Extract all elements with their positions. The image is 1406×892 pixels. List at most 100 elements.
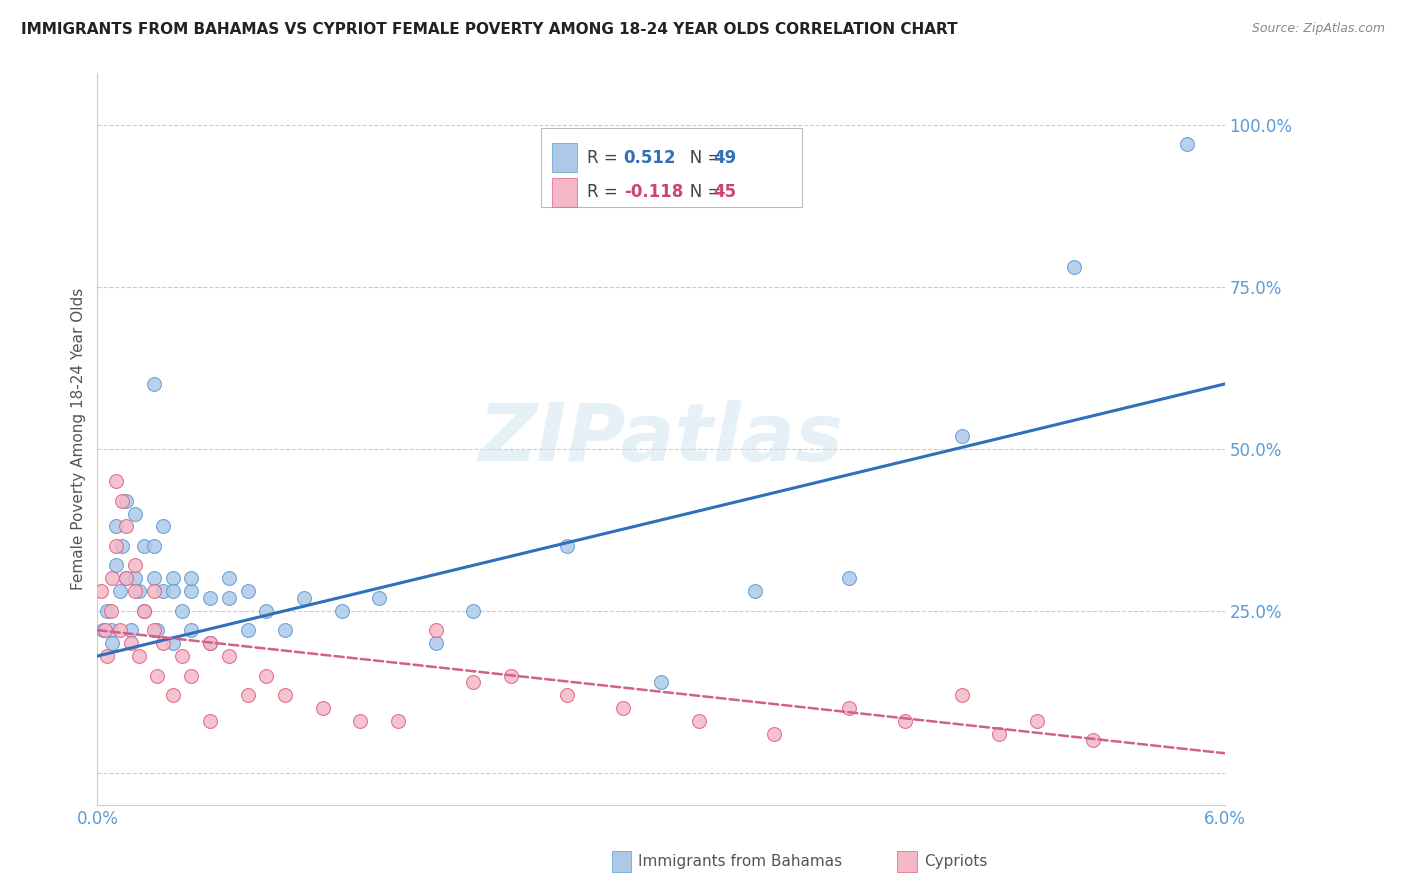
- Point: [124, 584, 146, 599]
- Point: [105, 519, 128, 533]
- Point: [96, 649, 118, 664]
- Point: [114, 571, 136, 585]
- Point: [170, 649, 193, 664]
- Point: [256, 668, 278, 682]
- Point: [170, 604, 193, 618]
- Point: [124, 558, 146, 573]
- Text: ZIPatlas: ZIPatlas: [478, 400, 844, 478]
- Point: [128, 649, 150, 664]
- Point: [162, 636, 184, 650]
- Point: [162, 584, 184, 599]
- Point: [198, 636, 221, 650]
- Text: IMMIGRANTS FROM BAHAMAS VS CYPRIOT FEMALE POVERTY AMONG 18-24 YEAR OLDS CORRELAT: IMMIGRANTS FROM BAHAMAS VS CYPRIOT FEMAL…: [21, 22, 957, 37]
- Point: [688, 714, 710, 728]
- Point: [1083, 733, 1105, 747]
- Point: [91, 623, 114, 637]
- Point: [612, 701, 634, 715]
- Point: [111, 493, 134, 508]
- Point: [838, 571, 860, 585]
- Point: [236, 623, 259, 637]
- Point: [256, 604, 278, 618]
- Point: [114, 493, 136, 508]
- Point: [134, 539, 156, 553]
- Text: N =: N =: [675, 149, 727, 167]
- Text: R =: R =: [588, 149, 623, 167]
- Point: [114, 519, 136, 533]
- Point: [349, 714, 371, 728]
- Text: Source: ZipAtlas.com: Source: ZipAtlas.com: [1251, 22, 1385, 36]
- Point: [218, 649, 240, 664]
- Point: [236, 688, 259, 702]
- Point: [134, 604, 156, 618]
- Point: [744, 584, 766, 599]
- Point: [142, 571, 165, 585]
- Point: [108, 623, 131, 637]
- Point: [312, 701, 335, 715]
- Point: [105, 558, 128, 573]
- Text: Cypriots: Cypriots: [924, 855, 987, 869]
- Point: [120, 623, 142, 637]
- Text: R =: R =: [588, 184, 623, 202]
- Point: [292, 591, 315, 605]
- Point: [94, 623, 117, 637]
- Point: [96, 604, 118, 618]
- Point: [1025, 714, 1047, 728]
- Point: [555, 688, 578, 702]
- Text: 49: 49: [714, 149, 737, 167]
- Point: [124, 507, 146, 521]
- Point: [274, 623, 297, 637]
- Point: [1175, 137, 1198, 152]
- Point: [100, 604, 122, 618]
- Point: [134, 604, 156, 618]
- Point: [142, 623, 165, 637]
- Point: [368, 591, 391, 605]
- Point: [463, 604, 485, 618]
- Point: [198, 636, 221, 650]
- Point: [762, 727, 785, 741]
- Text: N =: N =: [675, 184, 727, 202]
- Point: [1063, 260, 1085, 275]
- Point: [146, 668, 169, 682]
- Point: [120, 636, 142, 650]
- Point: [162, 688, 184, 702]
- Point: [108, 584, 131, 599]
- Point: [330, 604, 353, 618]
- Point: [988, 727, 1011, 741]
- Y-axis label: Female Poverty Among 18-24 Year Olds: Female Poverty Among 18-24 Year Olds: [72, 288, 86, 591]
- Point: [180, 668, 202, 682]
- Point: [463, 675, 485, 690]
- Text: 45: 45: [714, 184, 737, 202]
- Point: [105, 474, 128, 488]
- Point: [387, 714, 409, 728]
- Point: [950, 688, 973, 702]
- Point: [499, 668, 522, 682]
- Point: [146, 623, 169, 637]
- Point: [124, 571, 146, 585]
- Point: [198, 714, 221, 728]
- Point: [198, 591, 221, 605]
- Point: [152, 584, 174, 599]
- Point: [152, 636, 174, 650]
- Point: [142, 376, 165, 391]
- Point: [101, 636, 124, 650]
- Point: [555, 539, 578, 553]
- Point: [142, 584, 165, 599]
- Point: [128, 584, 150, 599]
- Point: [650, 675, 672, 690]
- Text: Immigrants from Bahamas: Immigrants from Bahamas: [638, 855, 842, 869]
- Point: [218, 571, 240, 585]
- Point: [162, 571, 184, 585]
- Point: [90, 584, 112, 599]
- Point: [274, 688, 297, 702]
- Point: [180, 584, 202, 599]
- Text: -0.118: -0.118: [624, 184, 683, 202]
- Text: 0.512: 0.512: [624, 149, 676, 167]
- Point: [111, 539, 134, 553]
- Point: [425, 623, 447, 637]
- Point: [838, 701, 860, 715]
- Point: [152, 519, 174, 533]
- Point: [114, 571, 136, 585]
- Point: [100, 623, 122, 637]
- Point: [950, 429, 973, 443]
- Point: [894, 714, 917, 728]
